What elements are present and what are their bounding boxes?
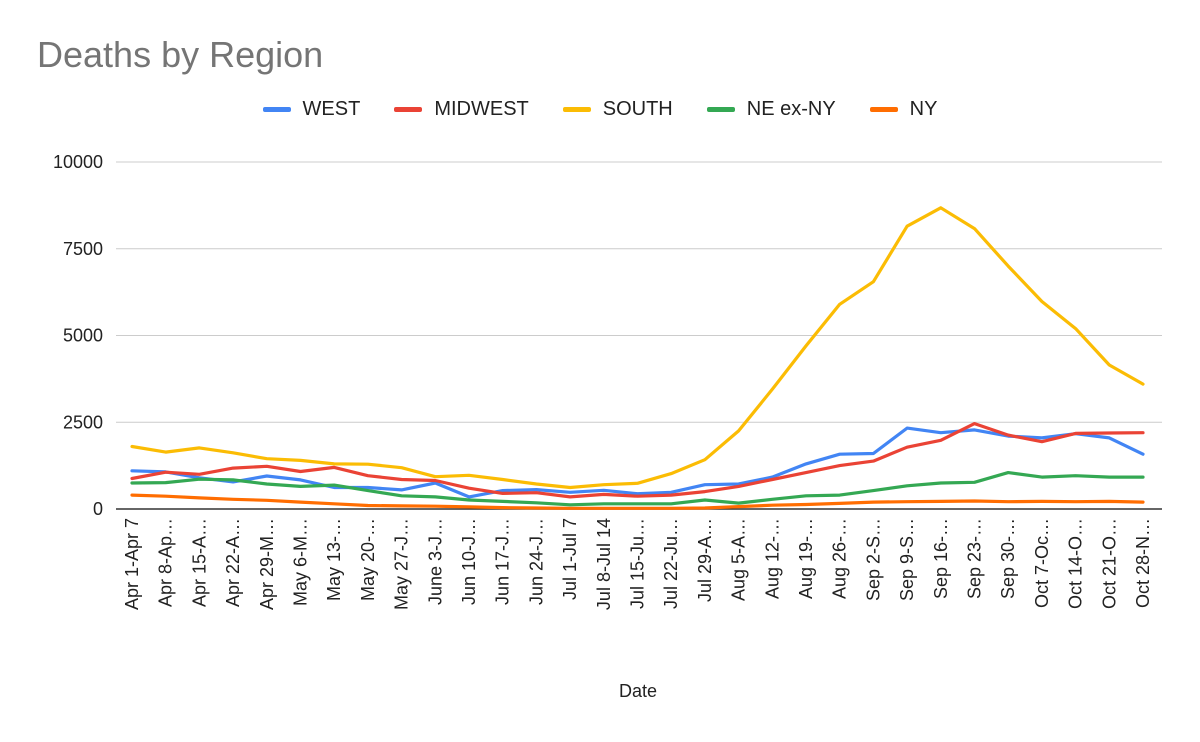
- x-tick-label: Oct 28-N…: [1133, 518, 1153, 608]
- x-tick-label: Apr 8-Ap…: [156, 518, 176, 607]
- x-tick-label: Aug 26-…: [830, 518, 850, 599]
- x-tick-label: Sep 16-…: [931, 518, 951, 599]
- legend-swatch-south: [562, 107, 591, 112]
- x-tick-label: Jul 8-Jul 14: [594, 518, 614, 610]
- series-line-south: [130, 206, 1145, 490]
- legend-item-south[interactable]: SOUTH: [562, 98, 673, 121]
- legend-swatch-ne-ex-ny: [706, 107, 735, 112]
- x-tick-label: Oct 7-Oc…: [1032, 518, 1052, 608]
- y-tick-label: 0: [93, 499, 103, 519]
- x-tick-label: Aug 12-…: [762, 518, 782, 599]
- legend-item-midwest[interactable]: MIDWEST: [394, 98, 529, 121]
- x-tick-label: Apr 29-M…: [257, 518, 277, 610]
- legend-item-ny[interactable]: NY: [869, 98, 938, 121]
- x-tick-label: Oct 14-O…: [1066, 518, 1086, 609]
- x-tick-label: June 3-J…: [425, 518, 445, 605]
- x-tick-label: Sep 9-S…: [897, 518, 917, 601]
- x-tick-label: Jul 22-Ju…: [661, 518, 681, 609]
- legend-label-midwest: MIDWEST: [434, 98, 529, 120]
- x-tick-label: Sep 23-…: [965, 518, 985, 599]
- x-tick-label: May 27-J…: [392, 518, 412, 610]
- legend-swatch-midwest: [394, 107, 423, 112]
- y-tick-label: 5000: [63, 326, 103, 346]
- legend-label-south: SOUTH: [602, 98, 673, 120]
- y-tick-label: 7500: [63, 239, 103, 259]
- legend-swatch-ny: [869, 107, 898, 112]
- y-tick-label: 2500: [63, 412, 103, 432]
- legend-item-ne-ex-ny[interactable]: NE ex-NY: [706, 98, 836, 121]
- x-axis-title: Date: [619, 681, 657, 701]
- series-line-ne-ex-ny: [130, 471, 1145, 507]
- x-tick-label: Sep 30-…: [998, 518, 1018, 599]
- chart-title: Deaths by Region: [37, 34, 324, 75]
- x-tick-label: May 13-…: [324, 518, 344, 601]
- y-tick-label: 10000: [53, 152, 103, 172]
- legend-label-ne-ex-ny: NE ex-NY: [746, 98, 836, 120]
- legend: WEST MIDWEST SOUTH NE ex-NY NY: [0, 98, 1200, 121]
- x-tick-label: Apr 22-A…: [223, 518, 243, 607]
- x-tick-label: May 20-…: [358, 518, 378, 601]
- series-line-midwest: [130, 422, 1145, 499]
- x-tick-label: Jul 15-Ju…: [628, 518, 648, 609]
- x-tick-label: Jun 24-J…: [526, 518, 546, 605]
- x-tick-label: Aug 19-…: [796, 518, 816, 599]
- x-tick-label: Jul 29-A…: [695, 518, 715, 602]
- legend-label-west: WEST: [302, 98, 361, 120]
- x-tick-label: Jun 17-J…: [493, 518, 513, 605]
- x-tick-label: Sep 2-S…: [863, 518, 883, 601]
- series-line-ny: [130, 493, 1145, 510]
- x-tick-label: Jun 10-J…: [459, 518, 479, 605]
- series-line-west: [130, 426, 1145, 499]
- x-tick-label: Oct 21-O…: [1099, 518, 1119, 609]
- legend-label-ny: NY: [909, 98, 938, 120]
- x-tick-label: Apr 1-Apr 7: [122, 518, 142, 610]
- x-tick-label: Jul 1-Jul 7: [560, 518, 580, 600]
- legend-swatch-west: [262, 107, 291, 112]
- x-tick-label: Apr 15-A…: [189, 518, 209, 607]
- x-tick-label: May 6-M…: [291, 518, 311, 606]
- x-tick-label: Aug 5-A…: [729, 518, 749, 601]
- legend-item-west[interactable]: WEST: [262, 98, 361, 121]
